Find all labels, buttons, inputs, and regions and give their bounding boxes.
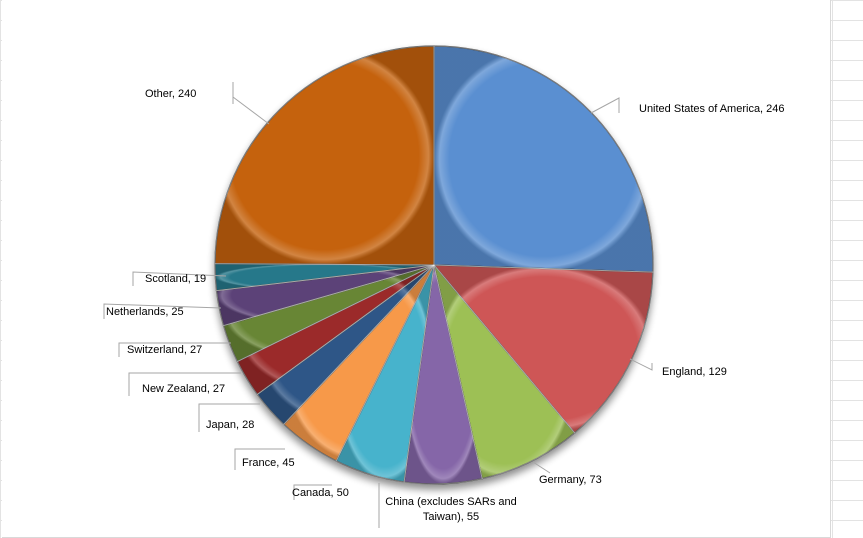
leader-line-netherlands [103,303,222,319]
data-label-scotland: Scotland, 19 [145,273,206,285]
leader-line-france [234,448,285,470]
leader-lines [103,82,653,528]
data-label-japan: Japan, 28 [206,419,254,431]
pie-chart: United States of America, 246 England, 12… [103,45,785,528]
leader-line-new-zealand [128,372,241,396]
data-label-united-states-of-america: United States of America, 246 [639,103,785,115]
data-label-germany: Germany, 73 [539,474,602,486]
leader-line-united-states-of-america [590,97,620,114]
data-label-canada: Canada, 50 [292,487,349,499]
data-label-netherlands: Netherlands, 25 [106,306,184,318]
data-label-china-excludes-sars-and-taiwan: China (excludes SARs and Taiwan), 55 [385,496,516,523]
pie-slice-united-states-of-america[interactable] [433,45,654,273]
data-label-new-zealand: New Zealand, 27 [142,383,225,395]
leader-line-england [629,358,653,371]
data-label-france: France, 45 [242,457,295,469]
data-label-switzerland: Switzerland, 27 [127,344,202,356]
leader-line-canada [293,484,332,500]
leader-line-japan [198,403,260,432]
data-labels: United States of America, 246 England, 12… [106,88,785,523]
chart-area[interactable]: United States of America, 246 England, 12… [2,0,831,538]
leader-line-scotland [132,271,227,286]
leader-line-other [232,82,270,125]
pie-slice-other[interactable] [214,45,435,266]
data-label-other: Other, 240 [145,88,196,100]
data-label-england: England, 129 [662,366,727,378]
leader-line-germany [532,461,551,474]
pie-slices [214,45,654,485]
leader-line-switzerland [118,342,231,357]
